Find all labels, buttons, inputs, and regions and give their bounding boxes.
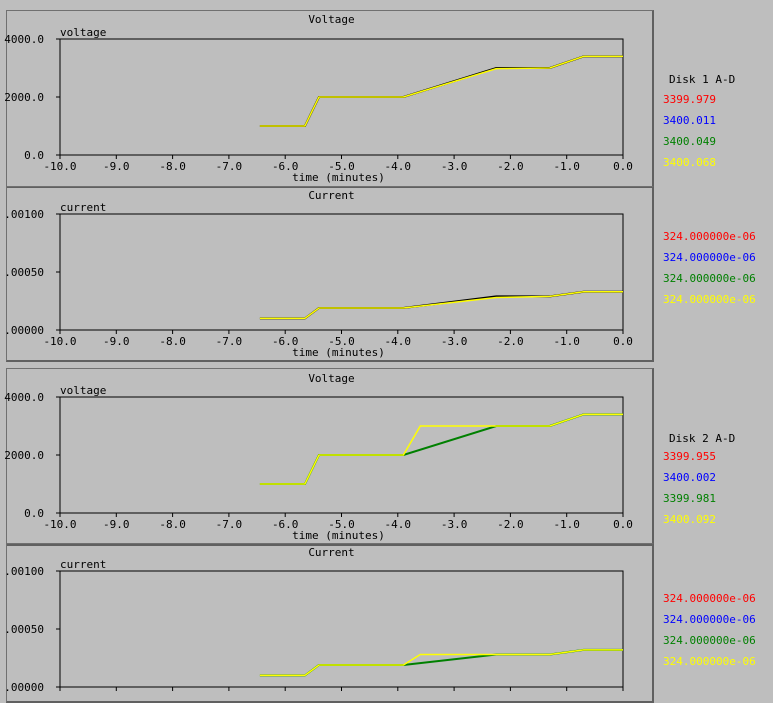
x-axis-label: time (minutes) [292, 529, 385, 542]
disk1-current-a: 324.000000e-06 [663, 230, 756, 243]
x-axis-label: time (minutes) [292, 346, 385, 359]
x-tick-label: 0.0 [613, 160, 633, 173]
series-line-1 [259, 413, 623, 485]
current-panel-disk1 [6, 186, 654, 362]
disk1-voltage-a: 3399.979 [663, 93, 716, 106]
disk2-current-c: 324.000000e-06 [663, 634, 756, 647]
plot-frame [59, 570, 624, 688]
chart-title: Current [308, 546, 354, 559]
y-tick-label: .00100 [4, 565, 44, 578]
y-axis-label: current [60, 558, 106, 571]
series-line-0 [259, 648, 623, 677]
y-tick-label: 0.0 [24, 149, 44, 162]
x-tick-label: -10.0 [43, 160, 76, 173]
series-line-0 [259, 290, 623, 320]
x-tick-label: -4.0 [385, 160, 412, 173]
y-tick-label: 2000.0 [4, 449, 44, 462]
x-tick-label: -10.0 [43, 518, 76, 531]
x-tick-label: -1.0 [553, 518, 580, 531]
chart-title: Voltage [308, 372, 354, 385]
x-tick-label: -6.0 [272, 335, 299, 348]
disk1-voltage-d: 3400.068 [663, 156, 716, 169]
x-tick-label: -2.0 [497, 335, 524, 348]
x-tick-label: -1.0 [553, 160, 580, 173]
chart-1: Current current .00000 .00050 .00100 -10.0 -9.… [4, 189, 633, 359]
x-tick-label: 0.0 [613, 335, 633, 348]
series-line-1 [259, 290, 623, 320]
disk2-voltage-d: 3400.092 [663, 513, 716, 526]
x-tick-label: -8.0 [159, 335, 186, 348]
disk2-voltage-a: 3399.955 [663, 450, 716, 463]
x-tick-label: -3.0 [441, 160, 468, 173]
x-tick-label: -4.0 [385, 518, 412, 531]
x-axis-label: time (minutes) [292, 171, 385, 184]
x-tick-label: -7.0 [216, 335, 243, 348]
x-tick-label: -5.0 [328, 160, 355, 173]
y-axis-label: voltage [60, 384, 106, 397]
y-tick-label: .00100 [4, 208, 44, 221]
charts-svg: Voltage voltage 0.0 2000.0 4000.0 -10.0 -9.0 -8… [4, 13, 633, 694]
disk2-legend-title: Disk 2 A-D [669, 432, 736, 445]
y-tick-label: .00000 [4, 324, 44, 337]
x-tick-label: -6.0 [272, 518, 299, 531]
x-tick-label: -2.0 [497, 160, 524, 173]
disk2-current-b: 324.000000e-06 [663, 613, 756, 626]
voltage-panel-disk1 [6, 10, 654, 188]
disk1-current-b: 324.000000e-06 [663, 251, 756, 264]
y-axis-label: voltage [60, 26, 106, 39]
y-tick-label: .00050 [4, 266, 44, 279]
x-tick-label: -9.0 [103, 518, 130, 531]
y-tick-label: 0.0 [24, 507, 44, 520]
x-tick-label: -10.0 [43, 335, 76, 348]
x-tick-label: -7.0 [216, 518, 243, 531]
y-tick-label: 4000.0 [4, 33, 44, 46]
x-tick-label: -7.0 [216, 160, 243, 173]
x-tick-label: -2.0 [497, 518, 524, 531]
chart-title: Voltage [308, 13, 354, 26]
disk1-legend-title: Disk 1 A-D [669, 73, 736, 86]
x-tick-label: -9.0 [103, 335, 130, 348]
y-tick-label: .00050 [4, 623, 44, 636]
x-tick-label: -8.0 [159, 518, 186, 531]
disk2-voltage-c: 3399.981 [663, 492, 716, 505]
x-tick-label: -3.0 [441, 335, 468, 348]
chart-0: Voltage voltage 0.0 2000.0 4000.0 -10.0 -9.0 -8… [4, 13, 633, 184]
x-tick-label: 0.0 [613, 518, 633, 531]
series-line-0 [259, 413, 623, 485]
x-tick-label: -5.0 [328, 335, 355, 348]
x-tick-label: -3.0 [441, 518, 468, 531]
y-tick-label: 4000.0 [4, 391, 44, 404]
chart-3: Current current .00000 .00050 .00100 [4, 546, 624, 694]
x-tick-label: -5.0 [328, 518, 355, 531]
x-tick-label: -8.0 [159, 160, 186, 173]
x-tick-label: -1.0 [553, 335, 580, 348]
disk1-current-c: 324.000000e-06 [663, 272, 756, 285]
x-tick-label: -6.0 [272, 160, 299, 173]
series-line-1 [259, 649, 623, 677]
y-tick-label: .00000 [4, 681, 44, 694]
disk2-current-d: 324.000000e-06 [663, 655, 756, 668]
disk2-current-a: 324.000000e-06 [663, 592, 756, 605]
disk2-voltage-b: 3400.002 [663, 471, 716, 484]
y-axis-label: current [60, 201, 106, 214]
disk1-voltage-c: 3400.049 [663, 135, 716, 148]
series-line-0 [259, 55, 623, 127]
disk1-current-d: 324.000000e-06 [663, 293, 756, 306]
voltage-panel-disk2 [6, 368, 654, 546]
chart-2: Voltage voltage 0.0 2000.0 4000.0 -10.0 -9.0 -8… [4, 372, 633, 542]
disk1-voltage-b: 3400.011 [663, 114, 716, 127]
chart-title: Current [308, 189, 354, 202]
x-tick-label: -9.0 [103, 160, 130, 173]
plot-frame [59, 213, 624, 331]
series-line-1 [259, 55, 623, 127]
x-tick-label: -4.0 [385, 335, 412, 348]
y-tick-label: 2000.0 [4, 91, 44, 104]
